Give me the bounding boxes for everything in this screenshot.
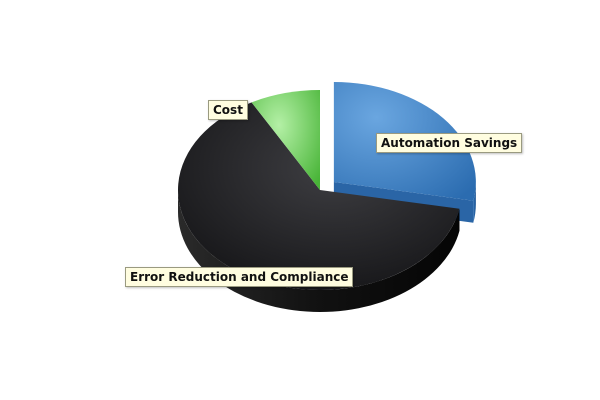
slice-cost xyxy=(251,90,320,190)
slice-label-cost: Cost xyxy=(208,100,248,120)
slice-label-error-reduction: Error Reduction and Compliance xyxy=(125,267,354,287)
slice-side-automation-savings xyxy=(473,181,476,223)
slice-label-automation-savings: Automation Savings xyxy=(376,133,523,153)
slice-error-reduction-and-compliance xyxy=(177,102,460,291)
